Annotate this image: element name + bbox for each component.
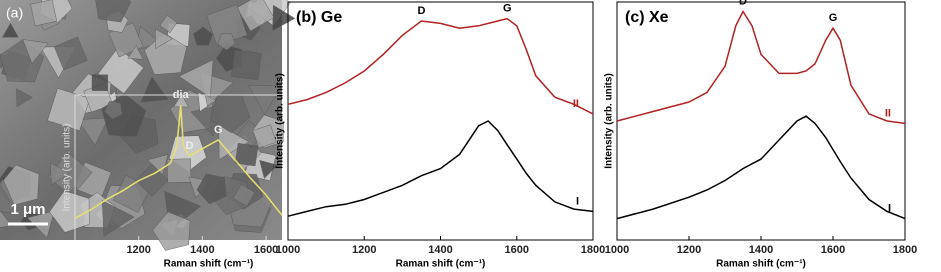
texture-facet [16,88,33,108]
texture-facet [155,28,173,50]
x-axis-label: Raman shift (cm⁻¹) [164,259,254,270]
panel-title: (b) Ge [296,9,342,26]
texture-facet [0,178,19,214]
texture-facet [232,183,256,207]
texture-facet [50,162,71,186]
texture-facet [152,211,191,251]
texture-facet [95,0,132,23]
y-axis-label: Intensity (arb. units) [604,73,615,169]
texture-facet [47,152,93,198]
texture-facet [159,15,178,34]
texture-facet [259,159,279,179]
series-label: I [576,195,579,207]
x-tick-label: 1600 [821,244,845,256]
x-axis-label: Raman shift (cm⁻¹) [396,259,486,270]
texture-facet [196,173,227,205]
x-tick-label: 1400 [428,244,452,256]
texture-facet [77,117,110,146]
plot-frame [616,1,906,241]
series-label: II [885,107,891,119]
texture-facet [101,200,135,237]
texture-facet [144,32,188,75]
texture-facet [218,124,250,160]
spectrum-line [616,9,906,125]
peak-label: D [739,0,747,7]
spectrum-line [74,105,283,219]
texture-facet [210,94,251,134]
x-tick-label: 1000 [276,244,300,256]
texture-facet [127,45,144,60]
texture-facet [1,22,19,38]
texture-facet [193,26,213,46]
texture-facet [206,4,248,46]
x-tick-label: 1800 [893,244,917,256]
x-tick-label: 1600 [505,244,529,256]
texture-facet [30,0,58,27]
plot-frame [287,1,594,241]
spectrum-line [287,17,594,115]
texture-facet [104,101,123,120]
texture-facet [178,59,214,98]
texture-facet [217,33,236,51]
x-tick-label: 1000 [605,244,629,256]
texture-facet [236,0,275,32]
texture-facet [247,84,283,115]
x-axis-label: Raman shift (cm⁻¹) [716,259,806,270]
spectrum-line [616,115,906,220]
texture-facet [166,158,192,183]
peak-label: G [829,12,838,24]
texture-facet [231,49,262,81]
scale-bar-label: 1 μm [10,201,45,218]
y-axis-label: Intensity (arb. units) [62,124,73,212]
series-label: II [573,98,579,110]
x-tick-label: 1200 [352,244,376,256]
x-tick-label: 1200 [126,244,150,256]
sem-texture [0,0,296,251]
x-tick-label: 1200 [677,244,701,256]
x-tick-label: 1800 [581,244,605,256]
y-axis-label: Intensity (arb. units) [275,73,286,169]
texture-facet [22,38,49,64]
panel-title: (a) [6,5,23,21]
x-tick-label: 1600 [254,244,278,256]
peak-label: D [186,140,194,152]
spectrum-line [287,120,594,217]
x-tick-label: 1400 [190,244,214,256]
x-tick-label: 1400 [749,244,773,256]
peak-label: G [214,124,223,136]
series-label: I [888,202,891,214]
peak-label: dia [173,89,190,101]
texture-facet [252,124,277,149]
panel-title: (c) Xe [625,9,669,26]
peak-label: G [503,3,512,15]
texture-facet [91,74,109,91]
peak-label: D [417,5,425,17]
texture-facet [234,142,259,167]
texture-facet [53,36,88,71]
texture-facet [140,76,169,103]
texture-facet [135,163,169,197]
